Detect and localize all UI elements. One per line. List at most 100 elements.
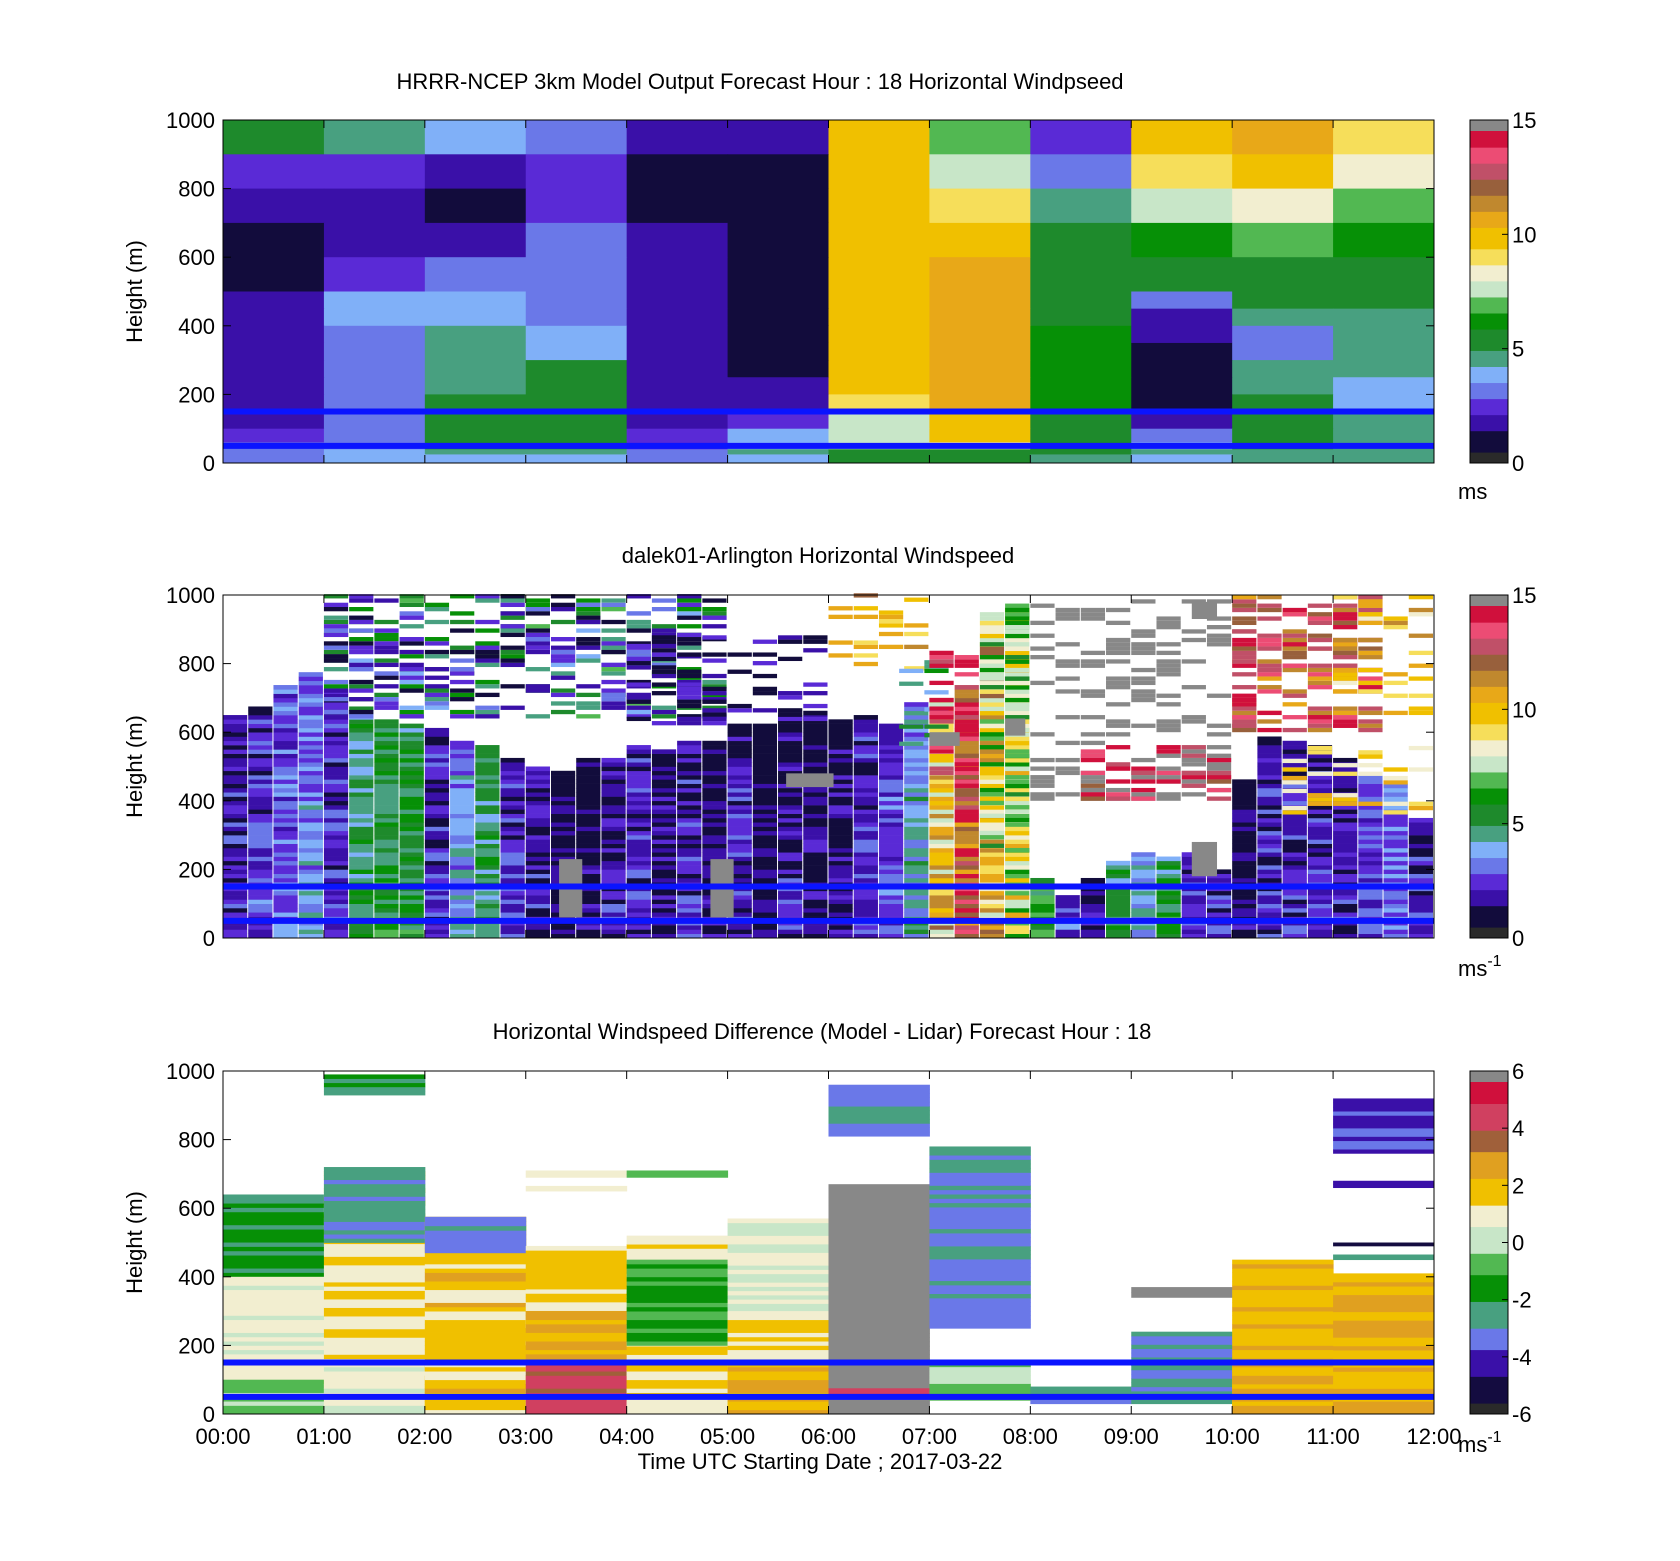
lidar-cell — [778, 890, 803, 896]
lidar-cell — [803, 822, 828, 827]
x-tick-label: 06:00 — [801, 1424, 856, 1449]
heat-cell — [323, 360, 426, 378]
lidar-cell — [979, 620, 1005, 626]
lidar-cell — [929, 655, 954, 660]
lidar-cell — [1131, 697, 1156, 703]
lidar-cell — [1181, 912, 1206, 917]
lidar-cell — [1282, 770, 1307, 776]
lidar-cell — [1333, 809, 1358, 814]
heat-cell — [929, 308, 1031, 327]
lidar-cell — [1282, 646, 1307, 651]
lidar-cell — [904, 830, 929, 836]
difference-cell — [727, 1307, 829, 1313]
lidar-cell — [323, 649, 349, 655]
lidar-cell — [223, 779, 248, 784]
lidar-cell — [1080, 689, 1106, 694]
lidar-cell — [1358, 771, 1383, 776]
lidar-cell — [904, 895, 929, 900]
lidar-cell — [1055, 792, 1080, 797]
lidar-cell — [576, 615, 601, 620]
difference-cell — [525, 1366, 628, 1372]
lidar-cell — [550, 701, 576, 706]
lidar-cell — [1005, 762, 1030, 767]
lidar-cell — [525, 895, 550, 900]
colorbar-over-cap — [1470, 1071, 1508, 1082]
lidar-cell — [1232, 650, 1257, 656]
difference-cell — [828, 1218, 930, 1223]
lidar-cell — [1080, 796, 1106, 801]
lidar-cell — [702, 652, 727, 657]
difference-cell — [727, 1379, 829, 1385]
lidar-cell — [626, 826, 651, 832]
lidar-cell — [601, 701, 626, 706]
lidar-cell — [248, 732, 273, 737]
lidar-cell — [298, 749, 323, 754]
lidar-cell — [1383, 860, 1408, 866]
lidar-cell — [828, 775, 853, 780]
lidar-cell — [248, 847, 273, 853]
heat-cell — [1232, 257, 1334, 292]
lidar-cell — [954, 907, 979, 913]
lidar-cell — [1106, 933, 1131, 939]
lidar-cell — [1181, 745, 1206, 750]
heat-cell — [626, 291, 729, 310]
lidar-cell — [1156, 766, 1181, 771]
lidar-cell — [1005, 839, 1030, 844]
heat-cell — [727, 360, 829, 378]
lidar-cell — [1307, 719, 1333, 724]
lidar-cell — [1307, 680, 1333, 686]
lidar-cell — [677, 770, 702, 776]
difference-cell — [828, 1209, 930, 1215]
lidar-cell — [651, 856, 677, 862]
heat-cell — [323, 120, 426, 155]
colorbar-swatch — [1470, 654, 1508, 661]
lidar-cell — [954, 817, 979, 823]
colorbar-swatch — [1470, 446, 1508, 453]
lidar-cell — [525, 839, 550, 844]
difference-cell — [626, 1379, 729, 1385]
lidar-cell — [853, 787, 878, 793]
lidar-cell — [349, 762, 374, 767]
difference-cell — [424, 1319, 527, 1325]
lidar-cell — [1307, 797, 1333, 802]
lidar-cell — [349, 727, 374, 733]
difference-cell — [929, 1267, 1031, 1273]
lidar-cell — [626, 852, 651, 857]
lidar-cell — [475, 912, 500, 917]
colorbar-over-cap — [1470, 120, 1508, 131]
lidar-cell — [525, 645, 550, 650]
difference-cell — [424, 1375, 527, 1381]
heat-cell — [1030, 325, 1132, 344]
lidar-cell — [323, 809, 349, 814]
difference-cell — [323, 1388, 426, 1393]
lidar-cell — [601, 933, 626, 939]
lidar-cell — [702, 839, 727, 844]
lidar-cell — [1307, 847, 1333, 853]
lidar-cell — [651, 635, 677, 640]
heat-cell — [828, 154, 930, 190]
lidar-cell — [1257, 740, 1282, 746]
lidar-cell — [424, 602, 450, 608]
lidar-cell — [374, 792, 399, 797]
difference-cell — [1232, 1306, 1334, 1312]
lidar-cell — [853, 805, 878, 810]
lidar-cell — [323, 907, 349, 913]
lidar-cell — [576, 598, 601, 603]
lidar-cell — [752, 673, 778, 679]
colorbar-swatch — [1470, 900, 1508, 907]
lidar-cell — [853, 762, 878, 767]
difference-cell — [828, 1371, 930, 1377]
lidar-cell — [828, 835, 853, 840]
lidar-cell — [1307, 745, 1333, 751]
lidar-cell — [702, 716, 727, 722]
colorbar-swatch — [1470, 398, 1508, 405]
difference-cell — [828, 1110, 930, 1116]
lidar-cell — [550, 649, 576, 655]
lidar-cell — [651, 899, 677, 904]
lidar-cell — [1257, 672, 1282, 677]
lidar-cell — [1307, 779, 1333, 784]
lidar-cell — [904, 800, 929, 806]
heat-cell — [727, 120, 829, 155]
lidar-cell — [853, 835, 878, 840]
heat-cell — [1333, 222, 1435, 258]
